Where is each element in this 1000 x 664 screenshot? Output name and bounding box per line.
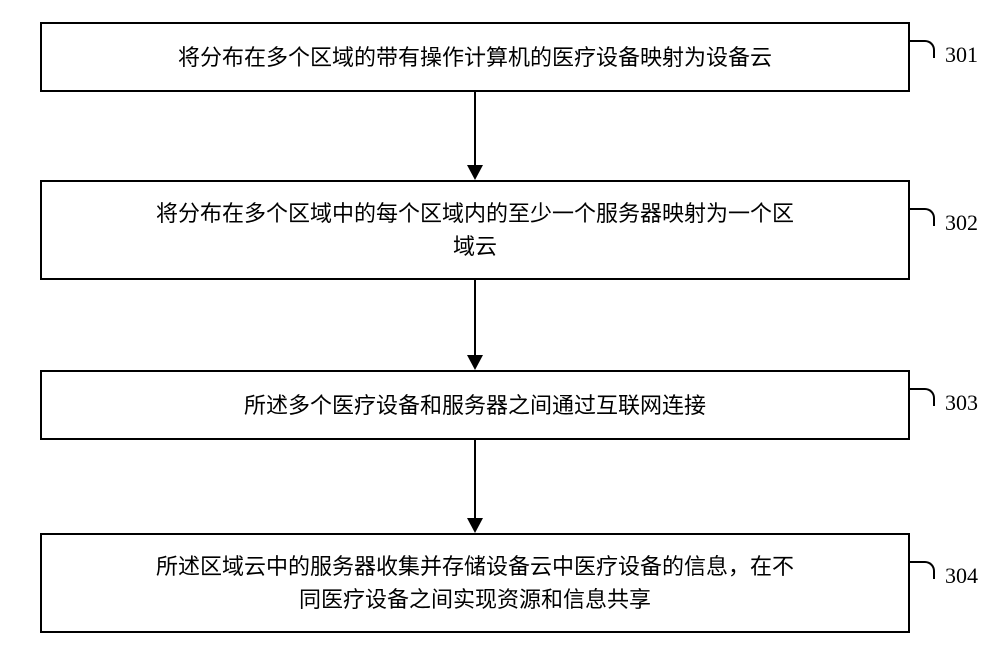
flow-text-301: 将分布在多个区域的带有操作计算机的医疗设备映射为设备云 xyxy=(178,41,772,74)
flow-text-304-line1: 所述区域云中的服务器收集并存储设备云中医疗设备的信息，在不 xyxy=(156,554,794,579)
flow-text-302-line1: 将分布在多个区域中的每个区域内的至少一个服务器映射为一个区 xyxy=(156,201,794,226)
step-label-302: 302 xyxy=(945,210,978,236)
flow-text-302: 将分布在多个区域中的每个区域内的至少一个服务器映射为一个区 域云 xyxy=(156,197,794,263)
step-label-301: 301 xyxy=(945,42,978,68)
flow-text-304-line2: 同医疗设备之间实现资源和信息共享 xyxy=(299,587,651,612)
label-curve-302 xyxy=(910,208,935,226)
flow-text-304: 所述区域云中的服务器收集并存储设备云中医疗设备的信息，在不 同医疗设备之间实现资… xyxy=(156,550,794,616)
arrow-head-302-303 xyxy=(467,355,483,370)
label-curve-304 xyxy=(910,561,935,579)
label-curve-303 xyxy=(910,388,935,406)
arrow-head-303-304 xyxy=(467,518,483,533)
flow-text-303: 所述多个医疗设备和服务器之间通过互联网连接 xyxy=(244,389,706,422)
flow-box-302: 将分布在多个区域中的每个区域内的至少一个服务器映射为一个区 域云 xyxy=(40,180,910,280)
flow-box-304: 所述区域云中的服务器收集并存储设备云中医疗设备的信息，在不 同医疗设备之间实现资… xyxy=(40,533,910,633)
flow-box-303: 所述多个医疗设备和服务器之间通过互联网连接 xyxy=(40,370,910,440)
flow-text-302-line2: 域云 xyxy=(453,234,497,259)
label-curve-301 xyxy=(910,40,935,58)
arrow-301-302 xyxy=(474,92,476,165)
step-label-303: 303 xyxy=(945,390,978,416)
arrow-303-304 xyxy=(474,440,476,518)
flow-box-301: 将分布在多个区域的带有操作计算机的医疗设备映射为设备云 xyxy=(40,22,910,92)
arrow-302-303 xyxy=(474,280,476,355)
arrow-head-301-302 xyxy=(467,165,483,180)
step-label-304: 304 xyxy=(945,563,978,589)
